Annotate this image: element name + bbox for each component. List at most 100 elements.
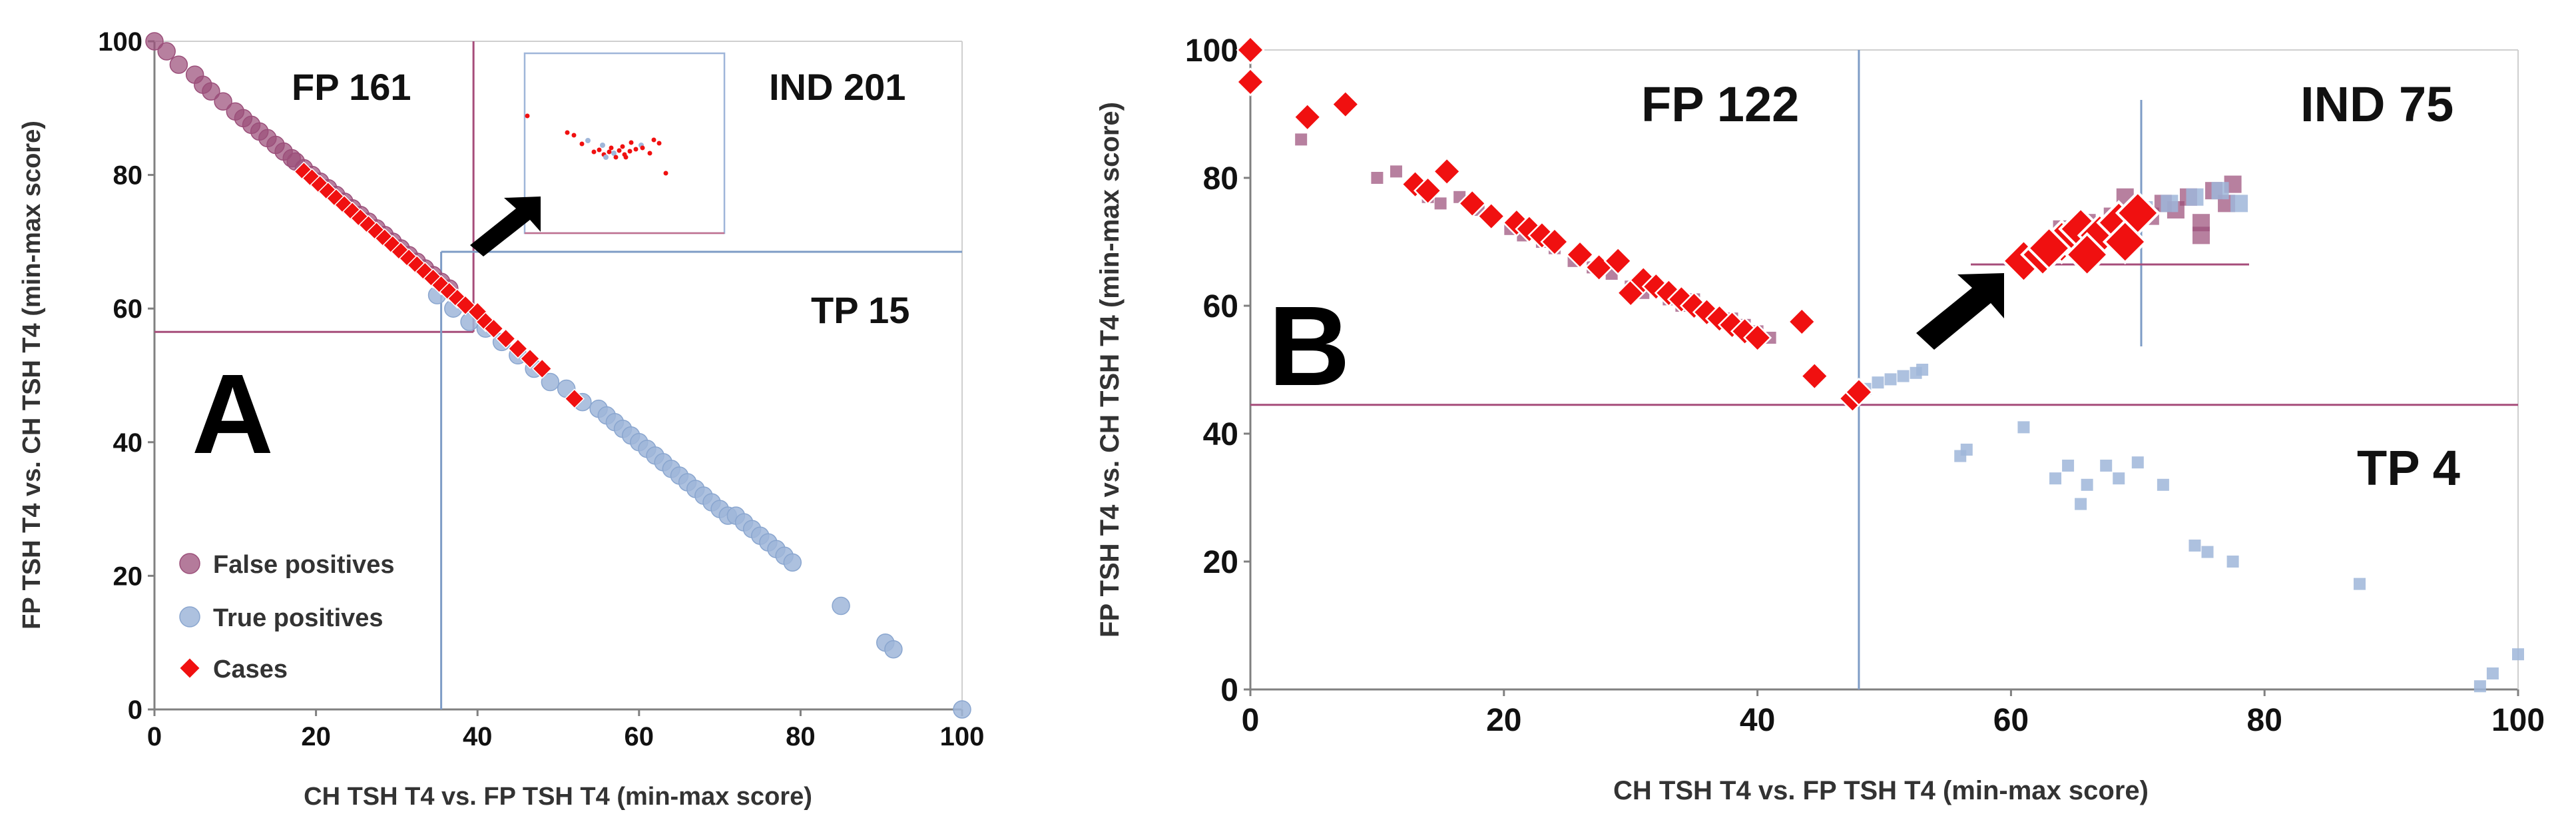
case-point [532,358,553,379]
inset-point [640,145,645,151]
tp-point [2201,546,2214,558]
panel-a-x-tick-label: 40 [463,722,493,751]
case-point [2064,232,2110,278]
case-point [1844,378,1874,407]
case-point [1432,157,1461,186]
panel-a-x-ticks: 0 20 40 60 80 100 [147,709,984,751]
panel-a-y-ticks: 0 20 40 60 80 100 [98,27,154,725]
inset-point [603,155,609,160]
panel-b-x-tick-label: 60 [1993,703,2029,738]
tp-point [2161,195,2179,212]
tp-point [2100,460,2113,472]
case-point [1293,103,1322,132]
panel-a-arrow-icon [470,197,541,256]
legend-tp-label: True positives [213,604,384,632]
panel-a-y-axis-title: FP TSH T4 vs. CH TSH T4 (min-max score) [18,121,46,629]
case-point [483,318,504,339]
panel-b-y-tick-label: 100 [1185,33,1238,69]
panel-a-ind-label: IND 201 [769,66,905,108]
tp-point [2113,472,2125,485]
tp-point [2186,188,2204,206]
inset-point [585,138,591,143]
tp-point [2017,421,2030,434]
inset-point [623,155,629,160]
legend-cases-label: Cases [213,655,288,683]
panel-b-ind-label: IND 75 [2300,77,2453,132]
legend-tp-marker [179,606,200,627]
case-point [507,338,529,359]
panel-a-y-tick-label: 100 [98,27,142,57]
tp-point [2354,578,2366,590]
panel-b-x-tick-label: 100 [2491,703,2545,738]
legend-fp-marker [179,553,200,574]
inset-point [647,151,652,156]
inset-point [609,145,614,151]
inset-point [629,140,634,145]
case-point [1457,189,1487,218]
case-point [2026,225,2072,271]
inset-point [571,133,577,138]
inset-point [611,151,617,156]
inset-point [565,130,570,135]
case-point [1331,90,1360,119]
inset-point [620,144,625,149]
fp-point [145,32,164,51]
inset-point [597,147,602,153]
inset-point [591,149,597,155]
panel-a-y-tick-label: 40 [113,428,143,458]
inset-point [613,155,619,160]
fp-point [1371,172,1384,184]
tp-point [2230,195,2248,212]
inset-point [617,148,622,153]
inset-point [525,113,530,119]
case-point [1603,246,1633,276]
inset-point [663,171,668,176]
tp-point [1897,370,1910,382]
panel-a-y-tick-label: 80 [113,161,143,191]
tp-point [2189,540,2201,552]
panel-a-fp-label: FP 161 [292,66,411,108]
panel-a-x-tick-label: 20 [301,722,331,751]
tp-point [2131,456,2144,469]
panel-a-y-tick-label: 60 [113,294,143,324]
panel-b-y-tick-label: 80 [1203,161,1238,197]
tp-point [953,700,971,719]
fp-point [169,55,188,74]
inset-point [579,141,585,147]
case-point [1477,202,1506,231]
case-point [1800,362,1829,391]
fp-point [202,82,220,101]
inset-point [633,147,639,152]
inset-point [656,141,662,146]
panel-a-y-tick-label: 20 [113,562,143,591]
tp-point [541,372,560,392]
fp-point [1434,197,1447,210]
panel-a-x-tick-label: 80 [786,722,816,751]
panel-b-x-tick-label: 80 [2247,703,2282,738]
tp-point [884,639,903,659]
panel-b-x-tick-label: 20 [1486,703,1521,738]
tp-point [1884,373,1897,386]
case-point [2102,219,2148,264]
panel-b-y-tick-label: 20 [1203,545,1238,580]
panel-b-letter: B [1268,283,1350,410]
fp-point [2192,226,2210,244]
panel-a-scatter-marks [145,32,971,719]
case-point [1787,307,1816,336]
panel-b-x-tick-label: 0 [1242,703,1260,738]
case-point [1565,240,1595,269]
panel-a-legend: False positives True positives Cases [178,551,394,683]
case-point [1743,323,1772,352]
panel-b-y-ticks: 0 20 40 60 80 100 [1185,33,1250,708]
tp-point [832,596,850,616]
panel-a-x-tick-label: 0 [147,722,162,751]
inset-point [627,149,633,154]
inset-point [607,149,612,155]
tp-point [783,553,802,572]
panel-b-y-tick-label: 60 [1203,289,1238,324]
tp-point [2075,498,2087,510]
panel-a-threshold-lines [154,41,962,709]
fp-point [1295,133,1308,146]
panel-b-arrow-icon [1916,273,2004,350]
